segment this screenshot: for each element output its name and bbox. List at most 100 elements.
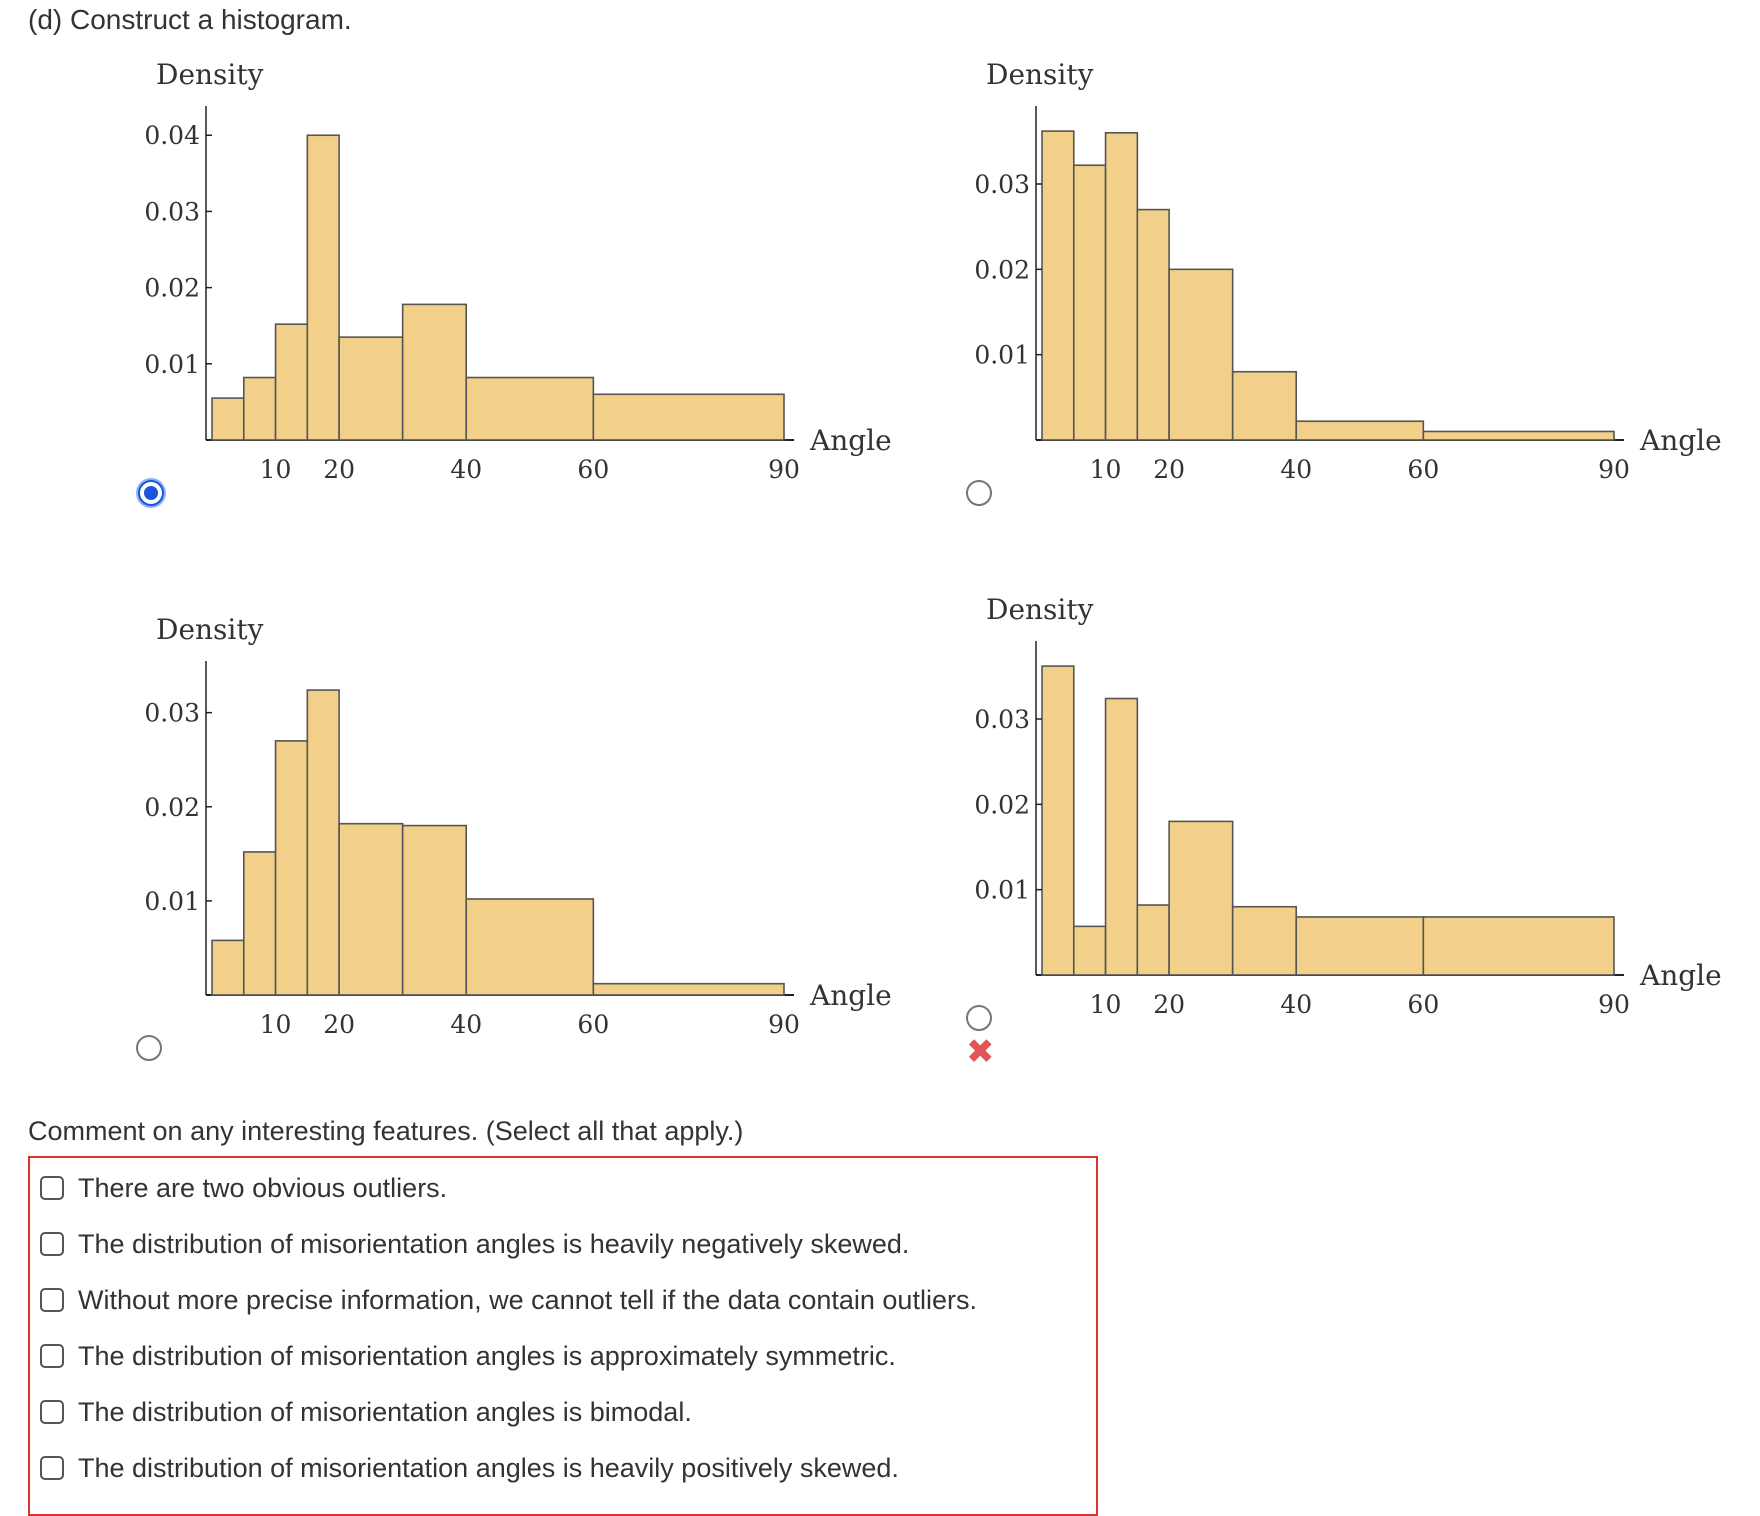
- x-tick-label: 60: [1407, 990, 1439, 1019]
- y-tick-label: 0.02: [974, 790, 1030, 819]
- option-positively-skewed[interactable]: The distribution of misorientation angle…: [40, 1448, 899, 1488]
- x-axis-label: Angle: [1639, 424, 1722, 457]
- y-tick-label: 0.02: [144, 793, 200, 822]
- histogram-chart-b: 0.01 0.02 0.03 10 20 40 60 90 Density Angle: [974, 58, 1722, 484]
- x-tick-label: 40: [450, 455, 482, 484]
- option-two-outliers[interactable]: There are two obvious outliers.: [40, 1168, 447, 1208]
- histogram-bar: [1104, 697, 1139, 976]
- checkbox-icon[interactable]: [40, 1288, 64, 1312]
- x-tick-label: 10: [1090, 455, 1122, 484]
- histogram-bar: [1295, 420, 1425, 441]
- x-tick-label: 20: [1153, 990, 1185, 1019]
- histogram-bar: [211, 397, 245, 441]
- x-tick-label: 60: [1407, 455, 1439, 484]
- x-tick-label: 20: [323, 455, 355, 484]
- option-label: Without more precise information, we can…: [78, 1284, 977, 1315]
- checkbox-icon[interactable]: [40, 1456, 64, 1480]
- y-axis-label: Density: [156, 613, 264, 646]
- y-tick-label: 0.01: [974, 876, 1030, 905]
- features-checkbox-group: There are two obvious outliers. The dist…: [28, 1156, 1098, 1516]
- histogram-bar: [274, 323, 309, 441]
- histogram-bar: [306, 689, 340, 996]
- x-tick-label: 90: [768, 455, 800, 484]
- histogram-option-b: 0.01 0.02 0.03 10 20 40 60 90 Density Angle: [950, 40, 1760, 600]
- part-d-prompt: (d) Construct a histogram.: [28, 4, 352, 35]
- histogram-bar: [1041, 130, 1075, 441]
- histogram-bar: [1231, 905, 1298, 976]
- y-tick-label: 0.02: [144, 274, 200, 303]
- histogram-bar: [1422, 916, 1615, 976]
- y-tick-label: 0.01: [144, 350, 200, 379]
- y-tick-label: 0.03: [144, 197, 200, 226]
- x-tick-label: 90: [1598, 455, 1630, 484]
- histogram-bar: [1104, 132, 1139, 441]
- histogram-chart-a: 0.01 0.02 0.03 0.04 10 20 40 60 90 Density Angle: [144, 58, 892, 484]
- x-tick-label: 60: [577, 1010, 609, 1039]
- histogram-bar: [338, 336, 404, 441]
- histogram-bar: [592, 982, 785, 996]
- option-negatively-skewed[interactable]: The distribution of misorientation angle…: [40, 1224, 909, 1264]
- histogram-bar: [242, 851, 277, 996]
- histogram-d-radio[interactable]: [966, 1005, 992, 1031]
- y-axis-label: Density: [986, 58, 1094, 91]
- histogram-a-radio[interactable]: [138, 480, 164, 506]
- histogram-bar: [592, 393, 785, 441]
- histogram-option-d: 0.01 0.02 0.03 10 20 40 60 90 Density Angle ✖: [950, 575, 1760, 1135]
- x-tick-label: 20: [1153, 455, 1185, 484]
- y-tick-label: 0.01: [974, 341, 1030, 370]
- option-bimodal[interactable]: The distribution of misorientation angle…: [40, 1392, 692, 1432]
- histogram-option-a: 0.01 0.02 0.03 0.04 10 20 40 60 90 Density Angle: [120, 40, 1000, 600]
- option-cannot-tell-outliers[interactable]: Without more precise information, we can…: [40, 1280, 977, 1320]
- histogram-bar: [1136, 904, 1170, 976]
- x-tick-label: 40: [1280, 990, 1312, 1019]
- histogram-chart-d: 0.01 0.02 0.03 10 20 40 60 90 Density Angle: [974, 593, 1722, 1019]
- option-symmetric[interactable]: The distribution of misorientation angle…: [40, 1336, 896, 1376]
- option-label: The distribution of misorientation angle…: [78, 1228, 910, 1259]
- histogram-option-c: 0.01 0.02 0.03 10 20 40 60 90 Density Angle: [120, 595, 1000, 1155]
- x-axis-label: Angle: [809, 424, 892, 457]
- y-tick-label: 0.03: [974, 705, 1030, 734]
- checkbox-icon[interactable]: [40, 1232, 64, 1256]
- histogram-bar: [1422, 430, 1615, 441]
- x-tick-label: 40: [450, 1010, 482, 1039]
- histogram-bar: [306, 134, 340, 441]
- y-axis-label: Density: [156, 58, 264, 91]
- y-tick-label: 0.03: [144, 699, 200, 728]
- x-tick-label: 90: [768, 1010, 800, 1039]
- histogram-bar: [401, 303, 468, 441]
- y-tick-label: 0.03: [974, 170, 1030, 199]
- checkbox-icon[interactable]: [40, 1344, 64, 1368]
- histogram-bar: [1072, 164, 1107, 441]
- histogram-bar: [1168, 820, 1234, 976]
- histogram-bar: [242, 376, 277, 441]
- histogram-bar: [274, 740, 309, 996]
- histogram-bar: [465, 376, 595, 441]
- histogram-bar: [1041, 665, 1075, 976]
- comment-question: Comment on any interesting features. (Se…: [28, 1116, 744, 1146]
- y-axis-label: Density: [986, 593, 1094, 626]
- y-tick-label: 0.02: [974, 255, 1030, 284]
- y-tick-label: 0.01: [144, 887, 200, 916]
- x-tick-label: 20: [323, 1010, 355, 1039]
- x-axis-label: Angle: [1639, 959, 1722, 992]
- histogram-chart-c: 0.01 0.02 0.03 10 20 40 60 90 Density Angle: [144, 613, 892, 1039]
- checkbox-icon[interactable]: [40, 1176, 64, 1200]
- checkbox-icon[interactable]: [40, 1400, 64, 1424]
- x-tick-label: 10: [1090, 990, 1122, 1019]
- option-label: The distribution of misorientation angle…: [78, 1396, 692, 1427]
- histogram-bar: [1136, 208, 1170, 441]
- option-label: There are two obvious outliers.: [78, 1172, 448, 1203]
- option-label: The distribution of misorientation angle…: [78, 1340, 896, 1371]
- histogram-bar: [401, 824, 468, 996]
- x-tick-label: 90: [1598, 990, 1630, 1019]
- x-tick-label: 60: [577, 455, 609, 484]
- histogram-b-radio[interactable]: [966, 480, 992, 506]
- x-tick-label: 10: [260, 1010, 292, 1039]
- histogram-c-radio[interactable]: [136, 1035, 162, 1061]
- x-tick-label: 10: [260, 455, 292, 484]
- histogram-bar: [1168, 268, 1234, 441]
- x-axis-label: Angle: [809, 979, 892, 1012]
- option-label: The distribution of misorientation angle…: [78, 1452, 899, 1483]
- histogram-bar: [1231, 370, 1298, 441]
- histogram-bar: [211, 939, 245, 996]
